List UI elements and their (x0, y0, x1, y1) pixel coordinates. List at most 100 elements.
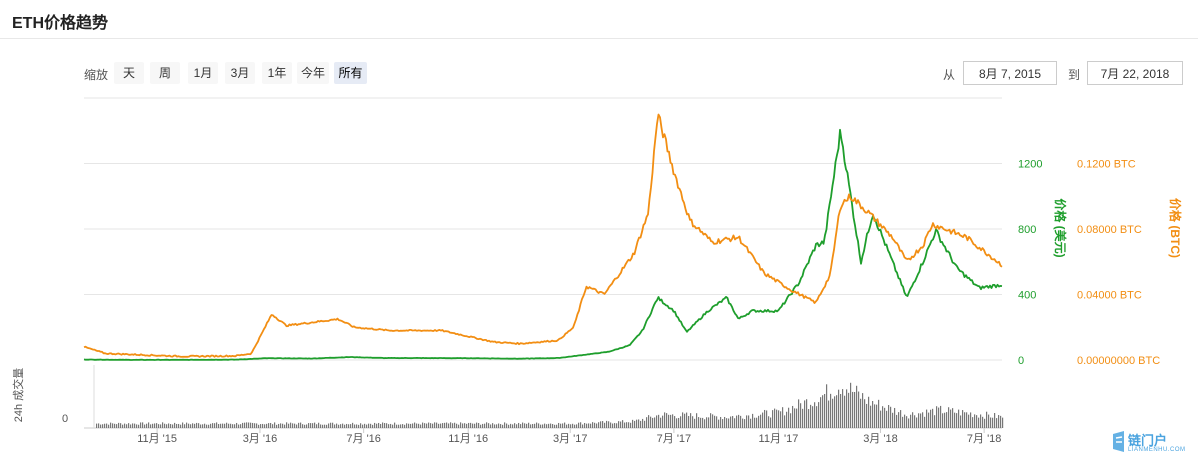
volume-bar (348, 424, 350, 428)
zoom-week-button[interactable]: 周 (150, 62, 180, 84)
volume-bar (940, 405, 942, 428)
volume-bar (146, 423, 148, 428)
volume-bar (370, 423, 372, 428)
volume-bar (106, 423, 108, 428)
volume-bar (774, 408, 776, 428)
volume-bar (452, 423, 454, 428)
volume-bar (942, 413, 944, 428)
volume-bar (938, 407, 940, 428)
volume-bar (250, 422, 252, 428)
volume-bar (520, 424, 522, 428)
to-date-input[interactable]: 7月 22, 2018 (1087, 61, 1183, 85)
volume-bar (988, 414, 990, 428)
volume-bar (288, 423, 290, 428)
volume-bar (848, 392, 850, 428)
volume-bar (182, 422, 184, 428)
volume-bar (816, 406, 818, 428)
volume-bar (160, 424, 162, 428)
volume-bar (180, 424, 182, 428)
volume-bar (612, 423, 614, 428)
volume-bar (944, 412, 946, 428)
volume-bar (298, 422, 300, 428)
volume-bar (218, 424, 220, 428)
volume-bar (314, 422, 316, 428)
volume-bar (694, 418, 696, 428)
volume-bar (570, 424, 572, 428)
volume-bar (518, 422, 520, 428)
zoom-1year-button[interactable]: 1年 (262, 62, 292, 84)
zoom-day-button[interactable]: 天 (114, 62, 144, 84)
volume-bar (916, 417, 918, 428)
volume-bar (932, 408, 934, 428)
volume-bar (668, 414, 670, 428)
volume-bar (630, 422, 632, 428)
volume-bar (576, 424, 578, 428)
volume-bar (880, 410, 882, 428)
volume-bar (558, 422, 560, 428)
volume-bar (978, 417, 980, 428)
volume-bar (278, 423, 280, 428)
volume-bar (454, 422, 456, 428)
volume-bar (174, 422, 176, 428)
volume-bar (752, 413, 754, 428)
volume-bar (920, 413, 922, 428)
volume-bar (282, 423, 284, 428)
volume-bar (872, 400, 874, 428)
volume-bar (500, 424, 502, 428)
volume-bar (386, 423, 388, 428)
zoom-3month-button[interactable]: 3月 (225, 62, 255, 84)
volume-bar (118, 422, 120, 428)
volume-bar (994, 413, 996, 428)
volume-bar (458, 424, 460, 428)
volume-bar (422, 422, 424, 428)
volume-bar (340, 424, 342, 428)
volume-bar (424, 423, 426, 428)
volume-bar (472, 423, 474, 428)
x-tick-label: 11月 '16 (448, 433, 488, 445)
volume-bar (516, 424, 518, 428)
volume-bar (226, 422, 228, 428)
volume-bar (400, 424, 402, 428)
volume-bar (234, 424, 236, 428)
volume-bar (262, 423, 264, 428)
btc-tick-label: 0.00000000 BTC (1077, 355, 1160, 367)
volume-bar (280, 423, 282, 428)
volume-bar (462, 423, 464, 428)
from-date-input[interactable]: 8月 7, 2015 (963, 61, 1057, 85)
x-tick-label: 11月 '15 (137, 433, 177, 445)
volume-bar (438, 423, 440, 428)
volume-bar (294, 423, 296, 428)
volume-bar (894, 407, 896, 428)
volume-bar (900, 410, 902, 428)
volume-bar (800, 403, 802, 428)
volume-bar (188, 423, 190, 428)
volume-bar (170, 424, 172, 428)
volume-bar (728, 418, 730, 428)
volume-bar (908, 418, 910, 428)
zoom-ytd-button[interactable]: 今年 (297, 62, 329, 84)
volume-bar (762, 412, 764, 428)
zoom-1month-button[interactable]: 1月 (188, 62, 218, 84)
volume-bar (212, 423, 214, 428)
volume-bar (440, 423, 442, 428)
zoom-all-button[interactable]: 所有 (334, 62, 367, 84)
volume-bar (138, 424, 140, 428)
volume-bar (378, 422, 380, 428)
volume-bar (590, 423, 592, 428)
volume-bar (954, 412, 956, 428)
volume-bar (126, 424, 128, 428)
volume-bar (750, 418, 752, 428)
volume-bar (928, 412, 930, 428)
volume-bar (676, 418, 678, 428)
volume-bar (684, 413, 686, 428)
volume-bar (484, 423, 486, 428)
volume-bar (922, 412, 924, 428)
volume-bar (408, 423, 410, 428)
volume-bar (646, 417, 648, 428)
volume-bar (350, 424, 352, 428)
volume-bar (272, 424, 274, 428)
volume-bar (582, 424, 584, 428)
volume-bar (1002, 417, 1004, 428)
volume-bar (528, 422, 530, 428)
volume-bar (874, 404, 876, 428)
